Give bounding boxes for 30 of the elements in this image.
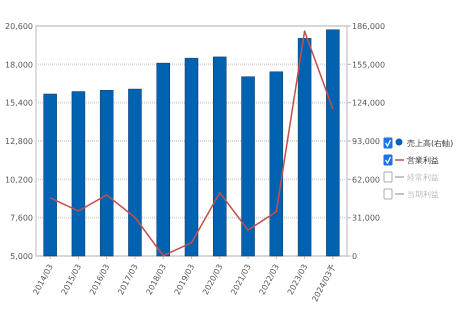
line-series [49, 30, 334, 256]
legend-label: 売上高(右軸) [407, 139, 454, 148]
legend-label: 当期利益 [407, 190, 439, 199]
bar [270, 72, 284, 256]
y2-tick-label: 93,000 [352, 137, 380, 146]
bar [326, 29, 340, 256]
y2-tick-label: 186,000 [352, 22, 386, 31]
bar [128, 88, 142, 256]
bar [213, 56, 227, 256]
y2-tick-label: 124,000 [352, 98, 386, 108]
y-tick-label: 12,800 [5, 137, 33, 146]
bar [184, 58, 198, 256]
bar [72, 91, 86, 256]
y-tick-label: 10,200 [5, 175, 33, 184]
legend-label: 経常利益 [406, 173, 439, 182]
y-tick-label: 5,000 [10, 252, 33, 261]
bar [156, 62, 170, 256]
y2-tick-label: 0 [352, 252, 358, 261]
y2-tick-label: 62,000 [352, 175, 380, 184]
y-tick-label: 7,600 [10, 214, 33, 223]
y-tick-label: 20,600 [5, 22, 33, 31]
bar [43, 94, 57, 256]
legend-label: 営業利益 [407, 156, 439, 165]
y-tick-label: 15,400 [5, 98, 33, 108]
y2-tick-label: 31,000 [352, 214, 380, 223]
bar [100, 90, 114, 256]
y-tick-label: 18,000 [5, 60, 33, 70]
bar [241, 76, 255, 256]
bar [298, 38, 312, 256]
y2-tick-label: 155,000 [352, 60, 386, 70]
